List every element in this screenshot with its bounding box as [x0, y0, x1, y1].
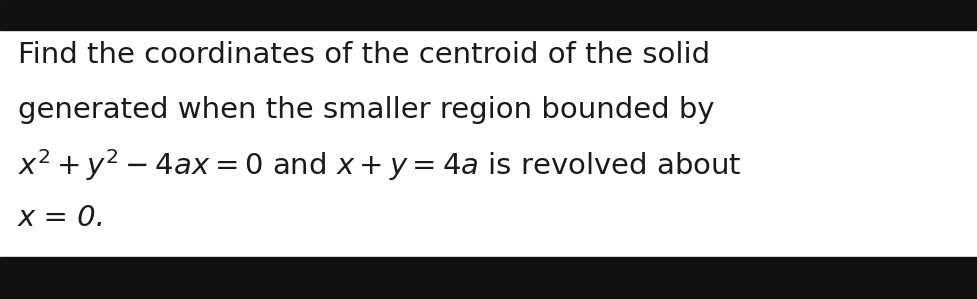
Text: Find the coordinates of the centroid of the solid: Find the coordinates of the centroid of …	[18, 41, 709, 69]
Text: generated when the smaller region bounded by: generated when the smaller region bounde…	[18, 96, 714, 124]
Text: $x^2 + y^2 - 4ax = 0$ and $x + y = 4a$ is revolved about: $x^2 + y^2 - 4ax = 0$ and $x + y = 4a$ i…	[18, 147, 741, 183]
Bar	[0, 0, 977, 30]
Text: x = 0.: x = 0.	[18, 204, 106, 232]
Bar	[0, 257, 977, 299]
